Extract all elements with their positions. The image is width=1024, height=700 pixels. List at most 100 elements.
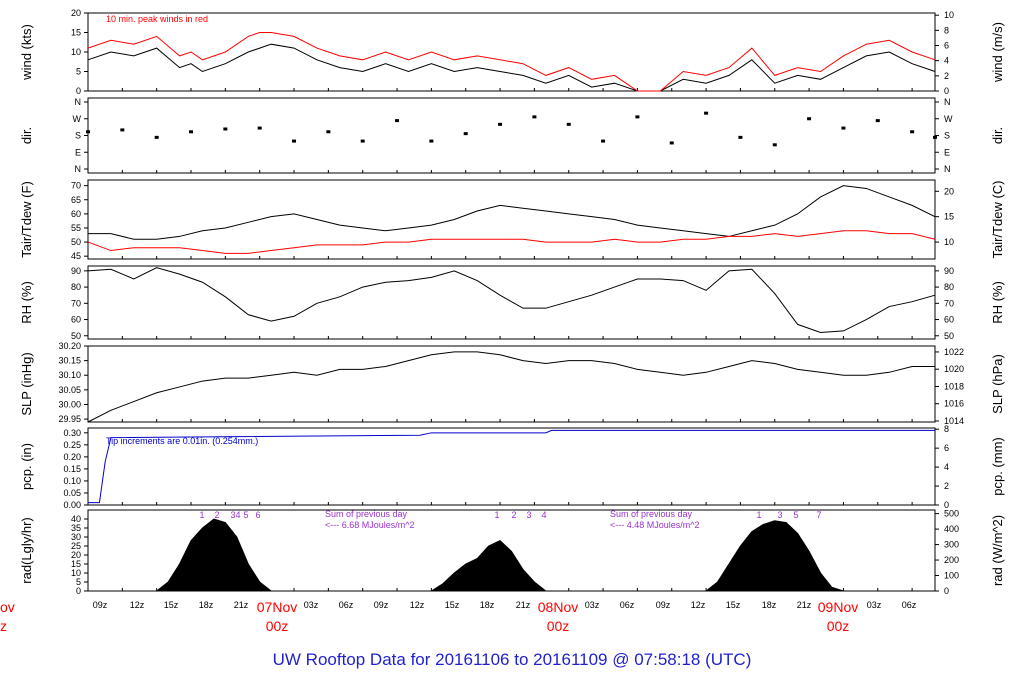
- precip-ylabel-left: pcp. (in): [19, 443, 34, 490]
- dir-point: [498, 122, 503, 126]
- rad-sum-label-2: Sum of previous day: [610, 509, 693, 519]
- rad-hour-mark: 5: [243, 510, 248, 520]
- rh-ytick-label-right: 90: [944, 266, 954, 276]
- dir-point: [566, 122, 571, 126]
- precip-ytick-label-left: 0.10: [63, 476, 81, 486]
- precip-ytick-label-left: 0.05: [63, 488, 81, 498]
- rad-ytick-label-right: 400: [944, 524, 959, 534]
- temperature-ytick-label-left: 55: [71, 223, 81, 233]
- temperature-ytick-label-left: 50: [71, 237, 81, 247]
- rad-ytick-label-right: 500: [944, 509, 959, 519]
- wind-ytick-label-left: 5: [76, 67, 81, 77]
- rad-hour-mark: 1: [199, 510, 204, 520]
- x-date-sublabel: 00z: [266, 618, 289, 634]
- rad-hour-mark: 5: [793, 510, 798, 520]
- rad-hour-mark: 2: [511, 510, 516, 520]
- dir-point: [772, 143, 777, 147]
- precip-annotation: Tip increments are 0.01in. (0.254mm.): [106, 436, 258, 446]
- dir-ytick-label-left: E: [75, 147, 81, 157]
- rad-ytick-label-right: 300: [944, 540, 959, 550]
- rad-ytick-label-left: 40: [71, 514, 81, 524]
- rad-ytick-label-right: 100: [944, 571, 959, 581]
- rad-sum-value-1: <--- 6.68 MJoules/m^2: [325, 520, 415, 530]
- slp-ytick-label-right: 1014: [944, 416, 964, 426]
- dir-ytick-label-left: W: [73, 114, 82, 124]
- dir-frame: [87, 97, 936, 174]
- slp-ytick-label-left: 29.95: [58, 414, 81, 424]
- rad-ytick-label-left: 0: [76, 586, 81, 596]
- wind-line-wind: [87, 43, 936, 92]
- x-hour-label: 12z: [410, 600, 425, 610]
- x-hour-label: 21z: [797, 600, 812, 610]
- x-date-sublabel: 00z: [547, 618, 570, 634]
- dir-point: [635, 115, 640, 119]
- x-hour-label: 09z: [656, 600, 671, 610]
- x-hour-label: 12z: [691, 600, 706, 610]
- precip-ytick-label-left: 0.15: [63, 464, 81, 474]
- rh-ytick-label-left: 70: [71, 298, 81, 308]
- wind-frame: [87, 12, 936, 92]
- x-hour-label: 06z: [902, 600, 917, 610]
- wind-ytick-label-right: 8: [944, 25, 949, 35]
- precip-ytick-label-left: 0.30: [63, 428, 81, 438]
- rh-ytick-label-right: 80: [944, 282, 954, 292]
- dir-ytick-label-left: N: [75, 164, 82, 174]
- x-edge-date-sublabel: z: [0, 618, 7, 634]
- temperature-ytick-label-right: 15: [944, 212, 954, 222]
- rh-ytick-label-left: 90: [71, 266, 81, 276]
- x-hour-label: 09z: [374, 600, 389, 610]
- rh-ytick-label-left: 60: [71, 315, 81, 325]
- rad-hour-mark: 1: [494, 510, 499, 520]
- wind-ytick-label-left: 15: [71, 28, 81, 38]
- temperature-ytick-label-left: 65: [71, 195, 81, 205]
- dir-point: [910, 130, 915, 134]
- wind-line-peak: [87, 32, 936, 92]
- wind-annotation: 10 min. peak winds in red: [106, 14, 208, 24]
- dir-point: [395, 119, 400, 123]
- precip-ylabel-right: pcp. (mm): [990, 437, 1005, 496]
- x-hour-label: 18z: [762, 600, 777, 610]
- rh-ylabel-left: RH (%): [19, 281, 34, 324]
- precip-ytick-label-right: 8: [944, 424, 949, 434]
- rh-ytick-label-right: 60: [944, 315, 954, 325]
- x-hour-label: 15z: [726, 600, 741, 610]
- wind-ylabel-right: wind (m/s): [990, 22, 1005, 83]
- rad-hour-mark: 4: [541, 510, 546, 520]
- slp-frame: [87, 345, 936, 423]
- dir-point: [704, 111, 709, 115]
- temperature-ytick-label-left: 70: [71, 181, 81, 191]
- precip-line-precip: [88, 429, 935, 504]
- rad-ytick-label-right: 0: [944, 586, 949, 596]
- dir-ytick-label-right: S: [944, 131, 950, 141]
- precip-frame: [87, 427, 936, 506]
- wind-ytick-label-right: 10: [944, 10, 954, 20]
- dir-point: [807, 117, 812, 121]
- precip-ytick-label-left: 0.25: [63, 440, 81, 450]
- slp-ytick-label-right: 1020: [944, 364, 964, 374]
- x-hour-label: 15z: [164, 600, 179, 610]
- rad-ytick-label-left: 15: [71, 559, 81, 569]
- x-date-label: 08Nov: [538, 599, 578, 615]
- rh-ytick-label-left: 80: [71, 282, 81, 292]
- x-edge-date-label: ov: [0, 599, 15, 615]
- wind-ytick-label-left: 10: [71, 47, 81, 57]
- x-hour-label: 03z: [304, 600, 319, 610]
- dir-point: [189, 130, 194, 134]
- slp-ytick-label-right: 1016: [944, 399, 964, 409]
- rh-frame: [87, 265, 936, 340]
- rad-sum-value-2: <--- 4.48 MJoules/m^2: [610, 520, 700, 530]
- precip-ytick-label-left: 0.20: [63, 452, 81, 462]
- wind-ylabel-left: wind (kts): [19, 24, 34, 81]
- rad-hour-mark: 4: [235, 510, 240, 520]
- temperature-ytick-label-right: 20: [944, 186, 954, 196]
- rh-ytick-label-right: 50: [944, 331, 954, 341]
- temperature-line-Tair: [88, 185, 936, 240]
- precip-ytick-label-left: 0.00: [63, 500, 81, 510]
- wind-ytick-label-right: 4: [944, 56, 949, 66]
- x-hour-label: 21z: [516, 600, 531, 610]
- x-date-label: 09Nov: [818, 599, 858, 615]
- wind-ytick-label-right: 6: [944, 41, 949, 51]
- x-date-label: 07Nov: [257, 599, 297, 615]
- rad-hour-mark: 7: [816, 510, 821, 520]
